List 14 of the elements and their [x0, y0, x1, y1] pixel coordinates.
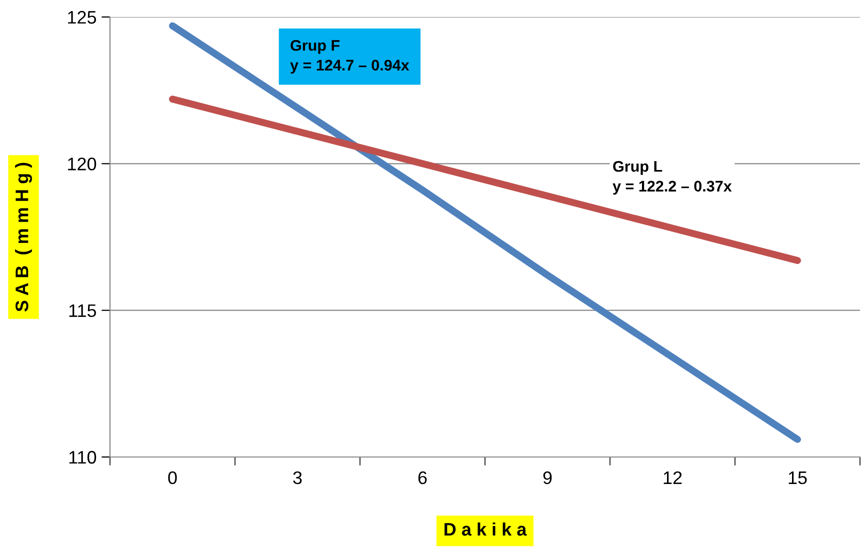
y-tick-label: 125	[68, 10, 96, 24]
x-axis-title: D a k i k a	[444, 522, 527, 536]
x-tick-label: 6	[418, 471, 427, 484]
annotation: Grup L y = 122.2 – 0.37x	[612, 160, 732, 195]
y-tick-label: 120	[68, 158, 96, 170]
y-tick-label: 110	[69, 450, 96, 464]
x-tick-label: 9	[543, 471, 552, 484]
x-tick-label: 12	[664, 471, 682, 484]
y-tick-label: 115	[69, 304, 96, 318]
x-tick-label: 15	[788, 472, 807, 484]
y-axis-title: S A B ( m m H g )	[15, 162, 32, 312]
x-tick-label: 0	[168, 471, 177, 484]
annotation: Grup F y = 124.7 – 0.94x	[290, 40, 410, 74]
x-tick-label: 3	[293, 471, 302, 484]
